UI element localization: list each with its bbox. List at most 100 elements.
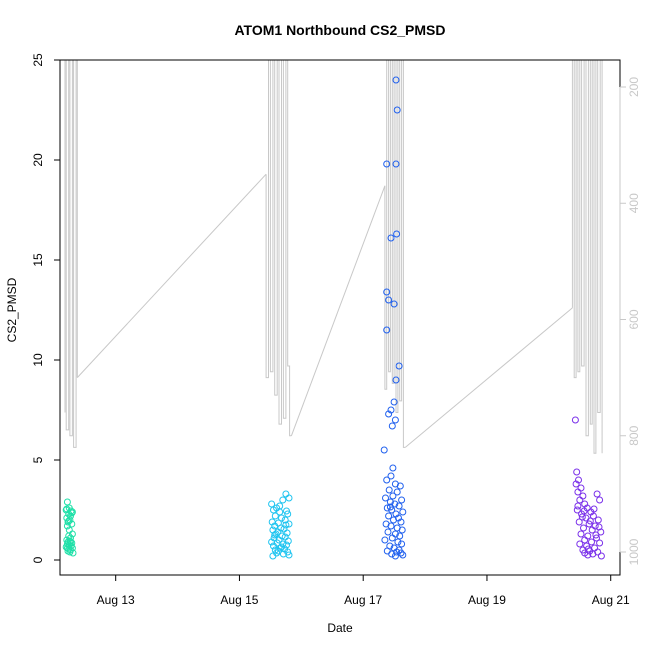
- data-point: [269, 552, 277, 560]
- data-point: [383, 326, 391, 334]
- data-point: [387, 234, 395, 242]
- data-point: [385, 410, 393, 418]
- data-point: [385, 296, 393, 304]
- x-tick-label: Aug 17: [344, 593, 382, 607]
- data-point: [574, 502, 582, 510]
- data-point: [394, 538, 402, 546]
- data-point: [591, 522, 599, 530]
- y2-tick-label: 200: [627, 77, 641, 97]
- data-point: [282, 521, 290, 529]
- data-point: [386, 498, 394, 506]
- data-point: [595, 523, 603, 531]
- y2-line-segment: [265, 60, 292, 437]
- data-point: [390, 300, 398, 308]
- data-point: [285, 551, 293, 559]
- chart-title: ATOM1 Northbound CS2_PMSD: [234, 22, 445, 38]
- data-point: [390, 398, 398, 406]
- y2-line-segment: [290, 185, 386, 436]
- data-point: [393, 230, 401, 238]
- data-point: [392, 160, 400, 168]
- data-point: [383, 160, 391, 168]
- data-point: [268, 500, 276, 508]
- data-point: [396, 482, 404, 490]
- data-point: [397, 518, 405, 526]
- data-point: [66, 516, 74, 524]
- data-point: [63, 505, 71, 513]
- plot-frame: [59, 59, 621, 576]
- y-tick-label: 10: [31, 353, 45, 367]
- data-point: [594, 516, 602, 524]
- y2-tick-label: 400: [627, 193, 641, 213]
- data-point: [388, 550, 396, 558]
- data-point: [388, 422, 396, 430]
- data-point: [389, 464, 397, 472]
- data-point: [577, 484, 585, 492]
- data-point: [580, 524, 587, 532]
- data-point: [282, 490, 290, 498]
- data-point: [63, 544, 71, 552]
- data-point: [387, 522, 395, 530]
- data-point: [381, 536, 389, 544]
- data-point: [278, 543, 285, 551]
- data-point: [68, 530, 76, 538]
- y2-line-series: [64, 60, 603, 454]
- data-point: [276, 502, 284, 510]
- data-point: [386, 503, 394, 511]
- data-point: [588, 538, 595, 546]
- x-tick-label: Aug 19: [468, 593, 506, 607]
- data-point: [271, 531, 279, 539]
- data-point: [593, 534, 600, 542]
- data-point: [573, 468, 581, 476]
- data-point: [399, 508, 407, 516]
- data-point: [592, 531, 600, 539]
- y2-line-segment: [404, 307, 573, 448]
- data-point: [272, 530, 280, 538]
- data-point: [284, 537, 292, 545]
- y-tick-label: 15: [31, 253, 45, 267]
- y2-tick-label: 800: [627, 425, 641, 445]
- x-axis-label: Date: [327, 621, 353, 635]
- data-point: [63, 498, 71, 506]
- data-point: [578, 513, 586, 521]
- scatter-points: [62, 76, 605, 560]
- data-point: [576, 496, 584, 504]
- data-point: [382, 494, 389, 502]
- data-point: [383, 504, 391, 512]
- data-point: [385, 512, 393, 520]
- data-point: [589, 550, 597, 558]
- data-point: [383, 476, 391, 484]
- data-point: [270, 542, 277, 550]
- data-point: [391, 416, 399, 424]
- y2-tick-label: 600: [627, 309, 641, 329]
- y2-line-segment: [384, 60, 406, 448]
- y-axis-label: CS2_PMSD: [5, 277, 19, 342]
- data-point: [283, 507, 290, 515]
- y2-line-segment: [76, 173, 267, 378]
- data-point: [387, 472, 395, 480]
- data-point: [64, 518, 72, 526]
- data-point: [597, 552, 605, 560]
- data-point: [574, 488, 582, 496]
- x-tick-label: Aug 15: [220, 593, 258, 607]
- data-point: [398, 526, 406, 534]
- data-point: [69, 549, 77, 557]
- data-point: [283, 529, 291, 537]
- data-point: [67, 538, 74, 546]
- data-point: [63, 522, 71, 530]
- data-point: [572, 480, 580, 488]
- y-tick-label: 5: [31, 456, 45, 463]
- data-point: [285, 520, 293, 528]
- data-point: [393, 488, 401, 496]
- data-point: [395, 362, 403, 370]
- data-point: [279, 496, 287, 504]
- axes: 0 5 10 15 20 25 Aug 13 Aug 15 Aug 17 Aug 19 Aug 21…: [31, 53, 641, 607]
- y-tick-label: 0: [31, 556, 45, 563]
- data-point: [385, 486, 393, 494]
- data-point: [390, 516, 397, 524]
- data-point: [593, 490, 601, 498]
- data-point: [596, 496, 604, 504]
- data-point: [271, 512, 279, 520]
- data-point: [395, 502, 403, 510]
- data-point: [589, 512, 597, 520]
- data-point: [581, 536, 589, 544]
